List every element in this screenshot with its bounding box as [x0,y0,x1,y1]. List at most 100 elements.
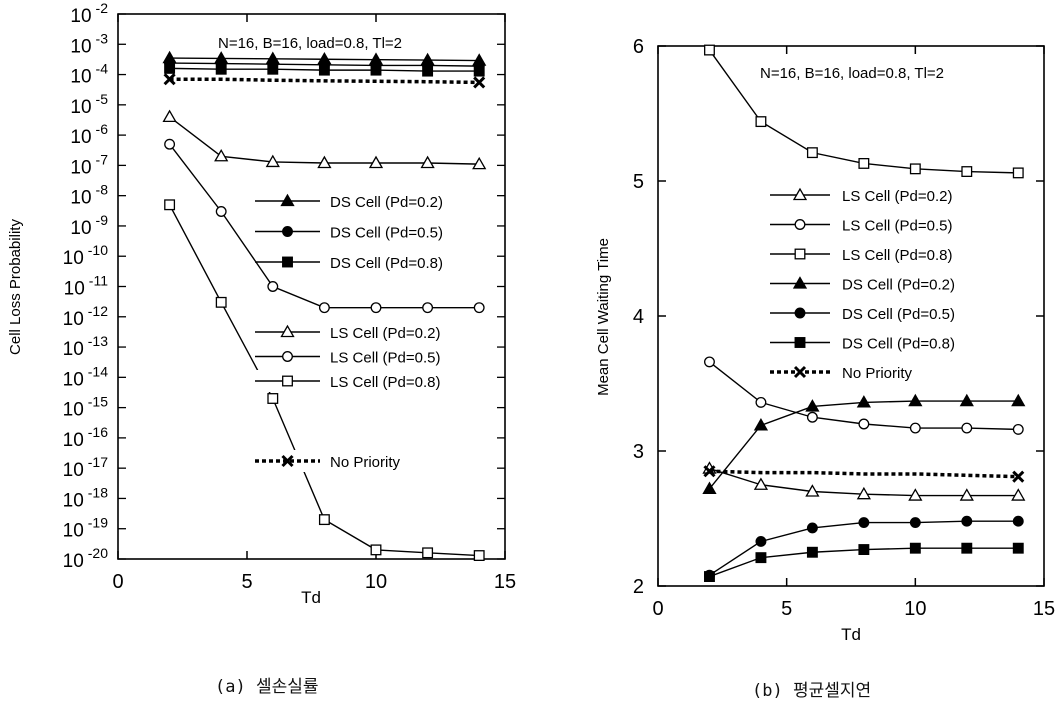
legend-entry-bg [251,345,486,368]
legend-entry: DS Cell (Pd=0.8) [766,331,998,354]
data-point [805,484,820,497]
data-point [267,393,279,404]
y-tick-exponent: -11 [89,273,108,289]
legend-marker [280,324,295,338]
y-tick-exponent: -20 [88,545,108,561]
legend-entry-bg [766,361,998,383]
y-tick-base: 10 [70,157,91,178]
data-point [267,281,279,292]
data-point [162,109,177,123]
data-point [909,163,921,175]
y-tick-label: 10 -10 [63,242,109,269]
data-point [755,116,767,128]
data-point [1012,423,1024,435]
legend-entry-bg [251,190,486,212]
data-point [420,155,435,169]
data-point [961,515,973,527]
y-tick-label: 4 [633,306,644,328]
legend-marker [282,256,293,268]
x-tick-label: 15 [1033,598,1055,620]
data-point [909,422,921,434]
legend-marker [794,307,806,319]
legend-entry: DS Cell (Pd=0.2) [766,272,998,295]
legend-marker [282,226,293,237]
y-tick-label: 10 -2 [70,0,108,27]
legend-label: DS Cell (Pd=0.2) [842,277,955,294]
y-tick-exponent: -4 [96,61,109,77]
legend-label: DS Cell (Pd=0.8) [842,336,955,353]
chart-b-caption: (b) 평균셀지연 [752,681,872,701]
legend-marker-stroke2 [281,454,294,468]
legend-marker [794,219,806,230]
legend-label: DS Cell (Pd=0.5) [330,225,443,242]
data-point [702,481,717,494]
y-tick-label: 10 -18 [63,484,109,511]
legend-entry-bg [766,184,998,206]
legend-entry-bg [251,321,486,343]
x-tick-label: 0 [652,598,663,620]
series-ls-cell-pd-0-5- [164,138,485,314]
data-point [265,154,280,168]
data-point [164,138,176,150]
chart-b: 0 5 10 15 2 3 4 5 6 Td Mean Cell Waiting Time N=16,… [595,36,1055,644]
legend-entry-bg [766,302,998,324]
data-point [959,393,974,407]
data-point-stroke2 [703,465,716,478]
data-point [473,76,486,89]
y-tick-base: 10 [63,309,84,330]
y-tick-base: 10 [63,400,84,421]
data-point [755,396,767,408]
legend-label: LS Cell (Pd=0.5) [842,218,952,235]
y-tick-exponent: -2 [96,0,109,16]
data-point-stroke2 [473,76,486,89]
legend-label: LS Cell (Pd=0.2) [330,325,440,342]
legend-entry-bg [766,243,998,265]
y-tick-label: 2 [633,576,644,598]
y-tick-label: 10 -16 [63,424,109,451]
series-line [169,77,480,85]
data-point [858,544,870,556]
data-point [1012,167,1024,179]
data-point [370,544,382,556]
series-ls-cell-pd-0-8- [164,199,485,562]
legend-label: DS Cell (Pd=0.8) [330,255,443,272]
y-tick-label: 10 -6 [70,121,108,148]
y-tick-exponent: -19 [88,515,108,531]
data-point [959,488,974,501]
legend-entry-bg [251,220,486,243]
legend-marker [282,375,293,387]
y-tick-base: 10 [70,127,91,148]
x-tick-label: 10 [904,598,926,620]
data-point [370,64,382,76]
legend-label: No Priority [842,365,913,382]
data-point [755,536,767,547]
legend-entry: DS Cell (Pd=0.5) [766,302,998,324]
legend-label: DS Cell (Pd=0.5) [842,306,955,323]
data-point [473,65,485,77]
data-point [805,399,820,412]
legend-entry: LS Cell (Pd=0.8) [766,243,998,265]
legend-marker [281,454,294,468]
series-ls-cell-pd-0-2- [702,461,1026,501]
data-point [318,302,330,314]
legend-entry: LS Cell (Pd=0.2) [251,321,486,343]
data-point [318,64,330,76]
data-point [473,302,485,314]
y-tick-label: 10 -9 [70,212,108,239]
condition-annotation: N=16, B=16, load=0.8, Tl=2 [218,35,402,52]
y-tick-base: 10 [63,460,84,481]
data-point [422,547,434,559]
y-axis-label: Mean Cell Waiting Time [595,238,612,396]
y-axis-label: Cell Loss Probability [7,219,24,355]
legend-entry: LS Cell (Pd=0.2) [766,184,998,206]
data-point-stroke2 [1012,470,1025,483]
legend-label: LS Cell (Pd=0.8) [842,247,952,264]
y-tick-base: 10 [63,369,84,390]
legend-entry-bg [766,272,998,295]
y-tick-exponent: -8 [96,182,109,198]
y-tick-base: 10 [70,97,91,118]
data-point [806,411,818,423]
data-point [215,206,227,217]
data-point [961,542,973,554]
